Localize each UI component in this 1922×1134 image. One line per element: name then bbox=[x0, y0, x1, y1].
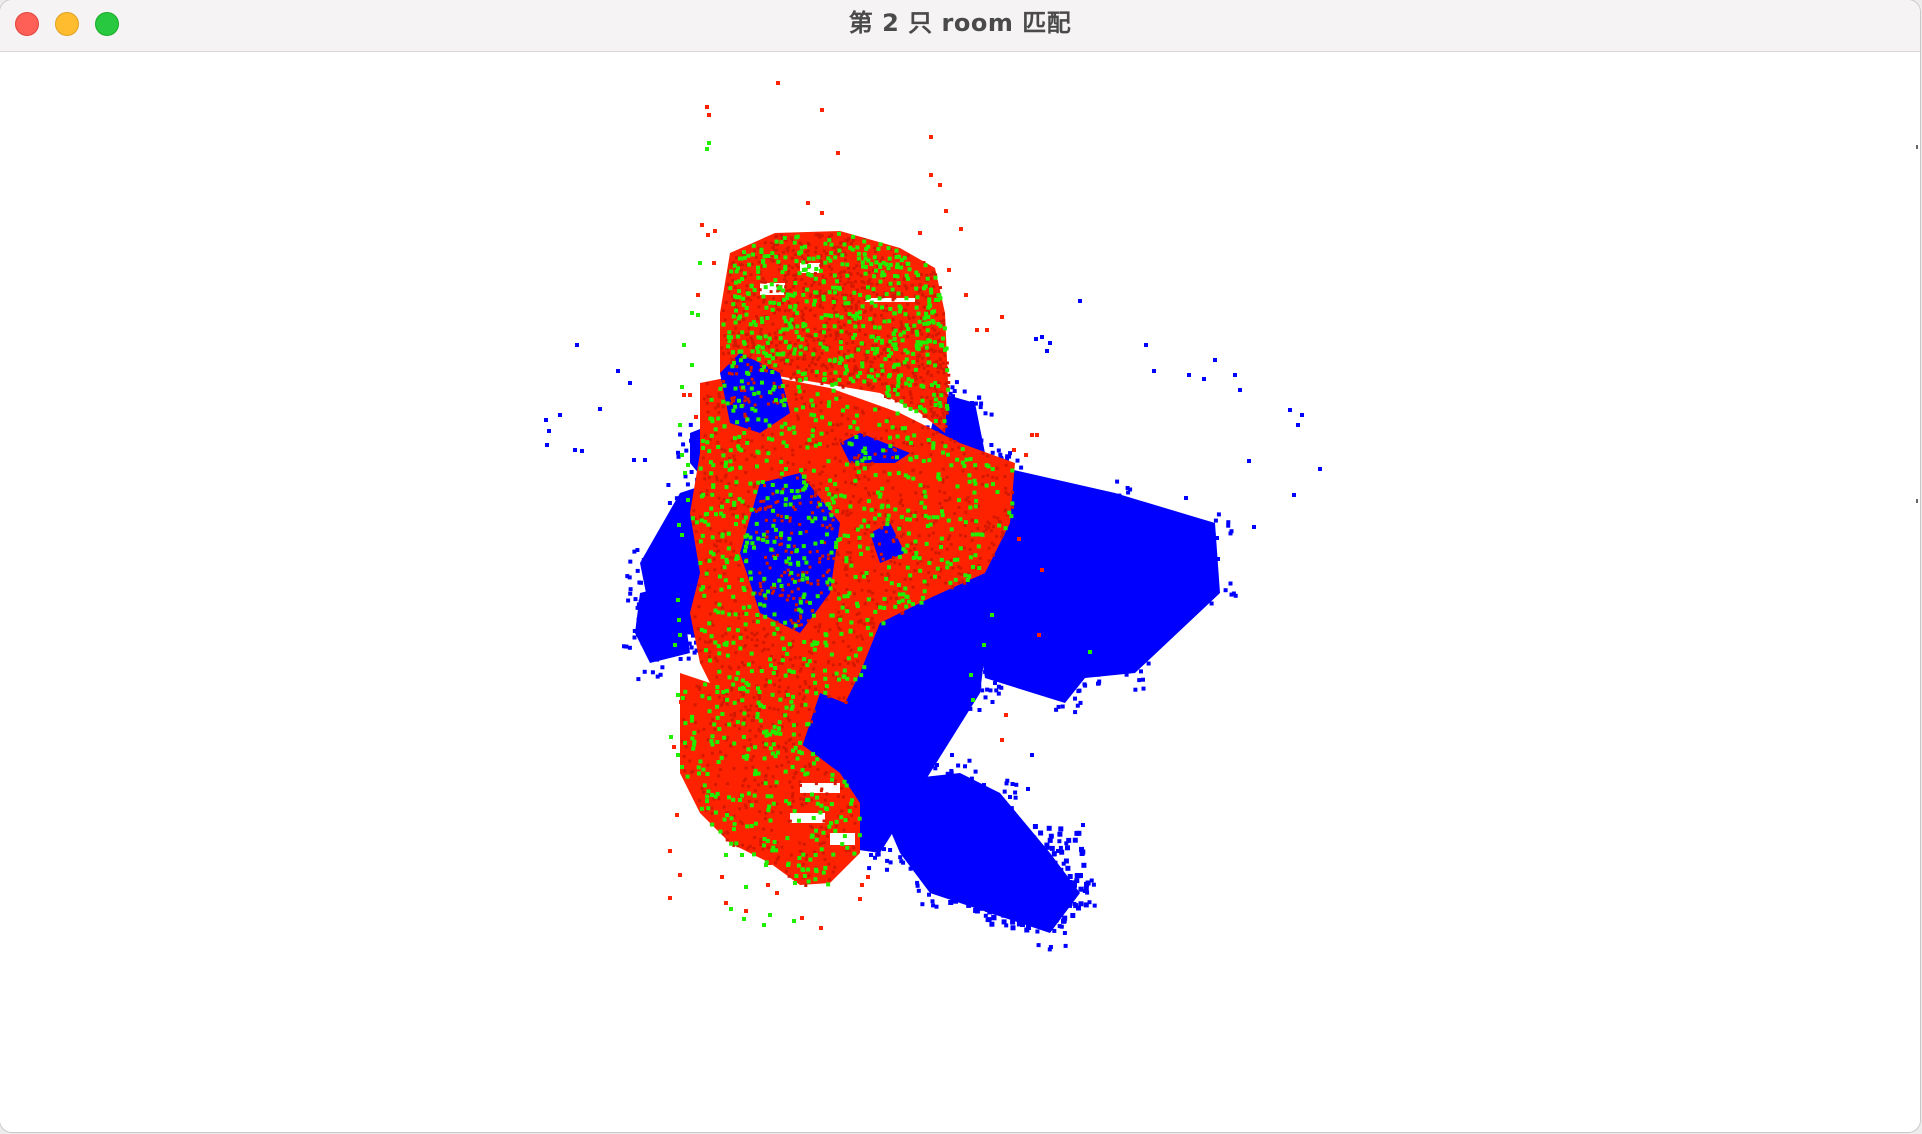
window-title: 第 2 只 room 匹配 bbox=[848, 9, 1072, 37]
title-bar[interactable]: 第 2 只 room 匹配 bbox=[0, 0, 1920, 52]
edge-mark bbox=[1916, 499, 1918, 503]
point-cloud-viewport[interactable] bbox=[0, 53, 1920, 1132]
edge-mark bbox=[1916, 145, 1918, 149]
zoom-icon[interactable] bbox=[95, 12, 119, 36]
close-icon[interactable] bbox=[15, 12, 39, 36]
green-point-cloud bbox=[669, 141, 1092, 927]
point-cloud-canvas[interactable] bbox=[0, 53, 1920, 1132]
minimize-icon[interactable] bbox=[55, 12, 79, 36]
